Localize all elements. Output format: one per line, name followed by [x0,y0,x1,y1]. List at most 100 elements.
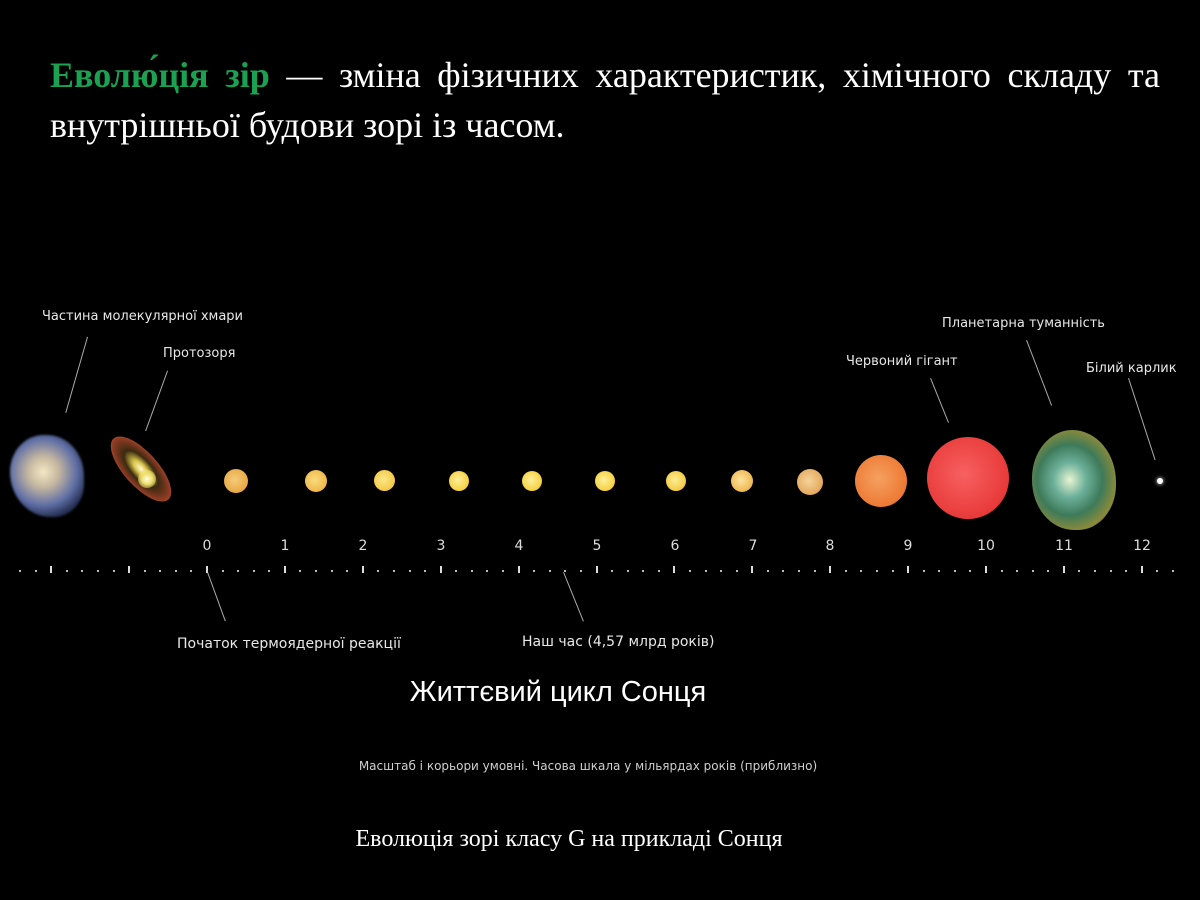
minor-tick [969,570,972,572]
major-tick [751,566,754,573]
molecular-cloud-icon [10,435,84,517]
minor-tick [96,570,99,572]
axis-tick-label: 12 [1133,538,1151,554]
minor-tick [34,570,37,572]
sun-icon [797,469,823,495]
minor-tick [486,570,489,572]
minor-tick [174,570,177,572]
major-tick [1062,566,1065,573]
axis-tick-label: 6 [670,538,680,554]
minor-tick [1047,570,1050,572]
axis-tick-label: 8 [825,538,835,554]
minor-tick [688,570,691,572]
minor-tick [798,570,801,572]
white-dwarf-icon [1157,478,1163,484]
major-tick [283,566,286,573]
minor-tick [143,570,146,572]
minor-tick [190,570,193,572]
minor-tick [424,570,427,572]
minor-tick [346,570,349,572]
minor-tick [455,570,458,572]
minor-tick [1125,570,1128,572]
major-tick [517,566,520,573]
sun-icon [374,470,395,491]
minor-tick [735,570,738,572]
headline-term: Еволю́ція зір [50,55,270,95]
subgiant-icon [855,455,907,507]
sun-icon [731,470,753,492]
sun-icon [666,471,686,491]
label-red-giant: Червоний гігант [846,354,958,369]
axis-tick-label: 2 [358,538,368,554]
leader-line [65,336,88,413]
minor-tick [159,570,162,572]
minor-tick [844,570,847,572]
leader-line [563,572,584,622]
axis-tick-label: 11 [1055,538,1073,554]
leader-line [930,378,949,423]
major-tick [673,566,676,573]
diagram-title: Життєвий цикл Сонця [409,676,707,708]
axis-tick-label: 9 [903,538,913,554]
minor-tick [938,570,941,572]
minor-tick [315,570,318,572]
minor-tick [860,570,863,572]
label-planetary-nebula: Планетарна туманність [942,316,1105,331]
minor-tick [579,570,582,572]
axis-tick-label: 7 [748,538,758,554]
axis-tick-label: 1 [280,538,290,554]
leader-line [145,370,168,432]
label-fusion-start: Початок термоядерної реакції [177,636,401,652]
minor-tick [221,570,224,572]
label-white-dwarf: Білий карлик [1086,361,1177,376]
minor-tick [875,570,878,572]
scale-note: Масштаб і корьори умовні. Часова шкала у… [358,759,818,773]
sun-icon [224,469,248,493]
sun-icon [449,471,469,491]
minor-tick [377,570,380,572]
minor-tick [766,570,769,572]
minor-tick [782,570,785,572]
protostar-glow-icon [138,470,156,488]
minor-tick [81,570,84,572]
label-protostar: Протозоря [163,346,236,361]
minor-tick [813,570,816,572]
axis-tick-label: 0 [202,538,212,554]
major-tick [361,566,364,573]
major-tick [829,566,832,573]
minor-tick [112,570,115,572]
major-tick [985,566,987,573]
minor-tick [704,570,707,572]
minor-tick [1109,570,1112,572]
headline: Еволю́ція зір — зміна фізичних характери… [50,50,1160,150]
label-molecular-cloud: Частина молекулярної хмари [42,309,244,324]
red-giant-icon [927,437,1009,519]
axis-tick-label: 10 [977,538,995,554]
minor-tick [1094,570,1097,572]
minor-tick [564,570,567,572]
minor-tick [330,570,333,572]
sun-icon [522,471,542,491]
major-tick [128,566,131,573]
axis-tick-label: 5 [592,538,602,554]
major-tick [50,566,53,573]
minor-tick [470,570,473,572]
minor-tick [1000,570,1003,572]
minor-tick [408,570,411,572]
minor-tick [268,570,271,572]
minor-tick [1078,570,1081,572]
minor-tick [657,570,660,572]
headline-definition: — зміна фізичних характеристик, хімічног… [50,55,1160,145]
leader-line [1026,340,1053,406]
major-tick [907,566,910,573]
leader-line [1128,378,1156,461]
minor-tick [252,570,255,572]
minor-tick [611,570,614,572]
leader-line [207,572,226,622]
label-present-day: Наш час (4,57 млрд років) [522,634,715,650]
minor-tick [299,570,302,572]
minor-tick [1016,570,1019,572]
minor-tick [922,570,925,572]
minor-tick [953,570,956,572]
minor-tick [548,570,551,572]
